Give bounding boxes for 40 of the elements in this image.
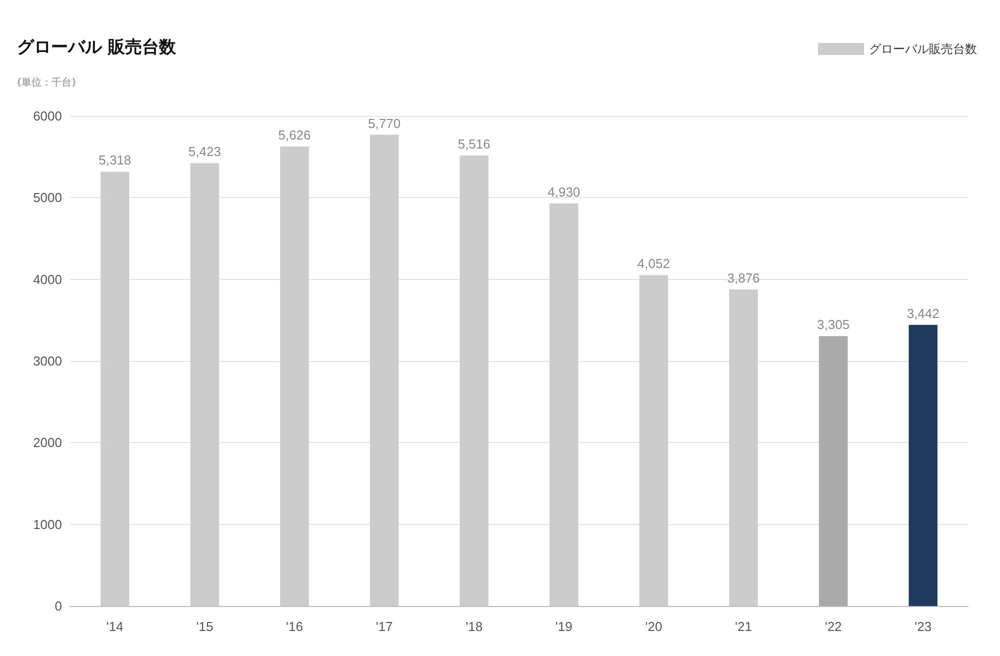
y-tick-label: 3000	[33, 354, 62, 368]
legend-label: グローバル販売台数	[869, 42, 977, 56]
bar	[729, 289, 758, 606]
data-label: 3,876	[727, 270, 760, 286]
x-tick-label: '18	[466, 619, 483, 634]
data-label: 5,423	[188, 144, 221, 160]
x-tick-label: '21	[735, 619, 752, 634]
bar	[370, 134, 399, 606]
x-tick-label: '23	[914, 619, 932, 634]
y-tick-label: 2000	[33, 435, 62, 450]
x-tick-label: '22	[824, 619, 842, 634]
data-label: 5,626	[278, 128, 311, 143]
y-tick-label: 0	[54, 598, 62, 614]
chart-subtitle: (単位：千台)	[17, 76, 76, 88]
data-label: 3,305	[817, 317, 850, 332]
data-label: 5,770	[368, 116, 401, 131]
bar	[280, 146, 309, 606]
bar	[818, 336, 848, 606]
bar	[100, 172, 130, 606]
data-label: 5,516	[458, 136, 490, 152]
chart-title: グローバル 販売台数	[17, 38, 177, 58]
x-tick-label: '15	[196, 619, 214, 634]
data-label: 3,442	[906, 306, 940, 321]
bar	[550, 203, 578, 606]
y-tick-label: 5000	[33, 190, 62, 206]
data-label: 5,318	[98, 152, 132, 168]
x-tick-label: '16	[286, 619, 303, 634]
x-tick-label: '17	[376, 619, 393, 634]
bar	[908, 324, 938, 606]
x-tick-label: '19	[555, 619, 572, 634]
data-label: 4,930	[548, 184, 580, 200]
x-tick-label: '20	[645, 619, 662, 634]
bar	[190, 163, 220, 606]
bar	[460, 156, 488, 606]
y-tick-label: 6000	[33, 108, 62, 124]
bar	[639, 275, 668, 606]
data-label: 4,052	[637, 256, 670, 272]
y-tick-label: 1000	[33, 516, 62, 532]
x-tick-label: '14	[106, 619, 124, 634]
y-tick-label: 4000	[33, 272, 62, 287]
